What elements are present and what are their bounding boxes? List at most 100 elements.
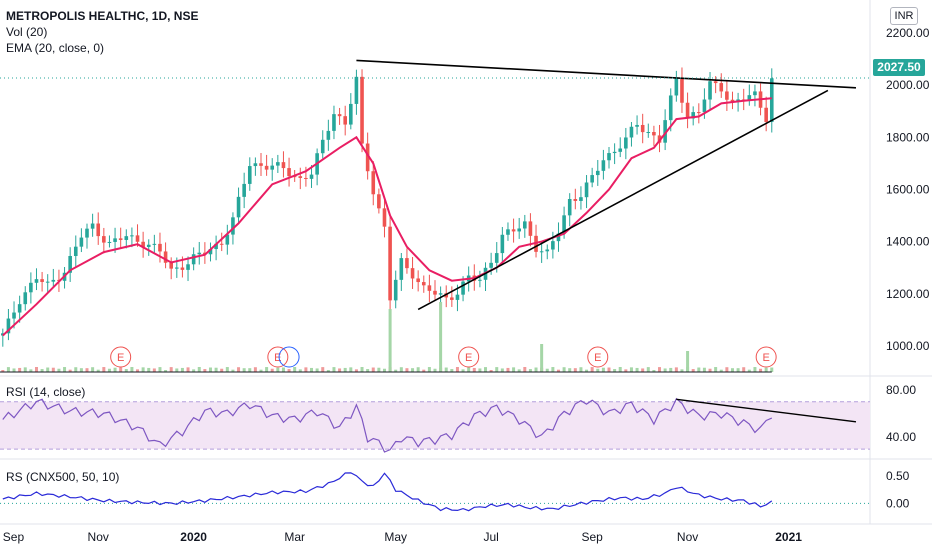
candle-body bbox=[523, 221, 527, 229]
volume-bar bbox=[164, 369, 168, 372]
candle-body bbox=[624, 137, 628, 149]
candle-body bbox=[595, 170, 600, 176]
candle-body bbox=[169, 262, 173, 269]
earnings-label: E bbox=[117, 352, 124, 364]
candle-body bbox=[444, 293, 449, 298]
candle-body bbox=[680, 78, 684, 103]
rs-line bbox=[2, 472, 773, 512]
currency-badge[interactable]: INR bbox=[890, 7, 918, 25]
price-axis-tick: 2200.00 bbox=[886, 26, 930, 40]
candle-body bbox=[388, 226, 392, 301]
candle-body bbox=[214, 243, 218, 250]
rsi-pane[interactable] bbox=[0, 397, 870, 453]
volume-bar bbox=[220, 368, 224, 372]
candle-body bbox=[107, 241, 112, 243]
ema-legend[interactable]: EMA (20, close, 0) bbox=[6, 41, 105, 55]
volume-bar bbox=[34, 367, 38, 372]
volume-bar bbox=[770, 367, 774, 372]
candle-body bbox=[158, 243, 162, 252]
candle-body bbox=[79, 237, 84, 247]
volume-bar bbox=[91, 367, 95, 372]
volume-bar bbox=[321, 367, 325, 372]
volume-bar bbox=[152, 368, 156, 372]
candle-body bbox=[377, 194, 381, 209]
volume-bar bbox=[472, 367, 476, 372]
time-axis-tick: Mar bbox=[284, 530, 305, 544]
candle-body bbox=[663, 120, 667, 143]
volume-bar bbox=[562, 367, 566, 372]
rsi-band bbox=[0, 401, 870, 450]
volume-bar bbox=[489, 369, 493, 372]
volume-bar bbox=[298, 369, 302, 372]
candle-body bbox=[343, 116, 347, 125]
volume-bar bbox=[764, 367, 768, 372]
rsi-legend[interactable]: RSI (14, close) bbox=[6, 385, 86, 399]
candle-body bbox=[629, 126, 634, 138]
volume-bar bbox=[124, 369, 128, 372]
volume-bar bbox=[730, 368, 734, 372]
volume-bar bbox=[51, 367, 55, 372]
volume-bar bbox=[29, 369, 33, 372]
volume-bar bbox=[79, 368, 83, 372]
volume-bar bbox=[237, 367, 241, 372]
candle-body bbox=[652, 132, 656, 136]
volume-bar bbox=[411, 368, 415, 372]
candle-body bbox=[85, 228, 89, 238]
candle-body bbox=[713, 81, 718, 84]
candle-body bbox=[186, 264, 190, 270]
volume-bar bbox=[281, 367, 285, 372]
volume-spike bbox=[540, 344, 544, 372]
volume-bar bbox=[293, 367, 297, 372]
volume-bar bbox=[265, 367, 269, 372]
volume-bar bbox=[399, 367, 403, 372]
candle-body bbox=[287, 168, 291, 177]
candle-body bbox=[6, 318, 11, 334]
volume-legend[interactable]: Vol (20) bbox=[6, 25, 48, 39]
volume-bar bbox=[495, 367, 499, 372]
candle-body bbox=[175, 267, 179, 269]
candle-body bbox=[438, 293, 443, 295]
candle-body bbox=[730, 99, 735, 102]
volume-bar bbox=[338, 368, 342, 372]
volume-bar bbox=[12, 368, 16, 372]
volume-bar bbox=[759, 368, 763, 372]
rs-legend[interactable]: RS (CNX500, 50, 10) bbox=[6, 470, 120, 484]
symbol-title[interactable]: METROPOLIS HEALTHC, 1D, NSE bbox=[6, 9, 199, 23]
candle-body bbox=[382, 208, 387, 227]
candle-body bbox=[118, 238, 123, 240]
candle-body bbox=[236, 196, 241, 218]
candle-body bbox=[584, 182, 589, 198]
rs-axis-tick: 0.50 bbox=[886, 469, 910, 483]
rsi-axis-tick: 80.00 bbox=[886, 383, 916, 397]
volume-bar bbox=[197, 367, 201, 372]
candle-body bbox=[141, 241, 145, 247]
volume-bar bbox=[18, 367, 22, 372]
volume-bar bbox=[618, 367, 622, 372]
volume-bar bbox=[663, 368, 667, 372]
earnings-marker bbox=[110, 346, 132, 368]
time-axis-tick: Nov bbox=[88, 530, 109, 544]
rs-pane[interactable] bbox=[0, 472, 870, 512]
candle-body bbox=[517, 228, 521, 232]
volume-spike bbox=[388, 309, 392, 372]
volume-bar bbox=[719, 369, 723, 372]
volume-bar bbox=[624, 369, 628, 372]
volume-bar bbox=[467, 367, 471, 372]
volume-bar bbox=[444, 367, 448, 372]
candle-body bbox=[281, 162, 286, 169]
volume-bar bbox=[248, 368, 252, 372]
time-axis-tick: 2020 bbox=[180, 530, 207, 544]
volume-bar bbox=[691, 369, 695, 372]
volume-bar bbox=[714, 367, 718, 372]
candle-body bbox=[489, 262, 493, 268]
volume-bar bbox=[747, 369, 751, 372]
volume-bar bbox=[556, 369, 560, 372]
earnings-marker bbox=[587, 346, 609, 368]
candle-body bbox=[567, 199, 572, 216]
volume-bar bbox=[315, 368, 319, 372]
candle-body bbox=[17, 304, 22, 313]
candle-body bbox=[219, 243, 224, 245]
candle-body bbox=[573, 199, 578, 201]
